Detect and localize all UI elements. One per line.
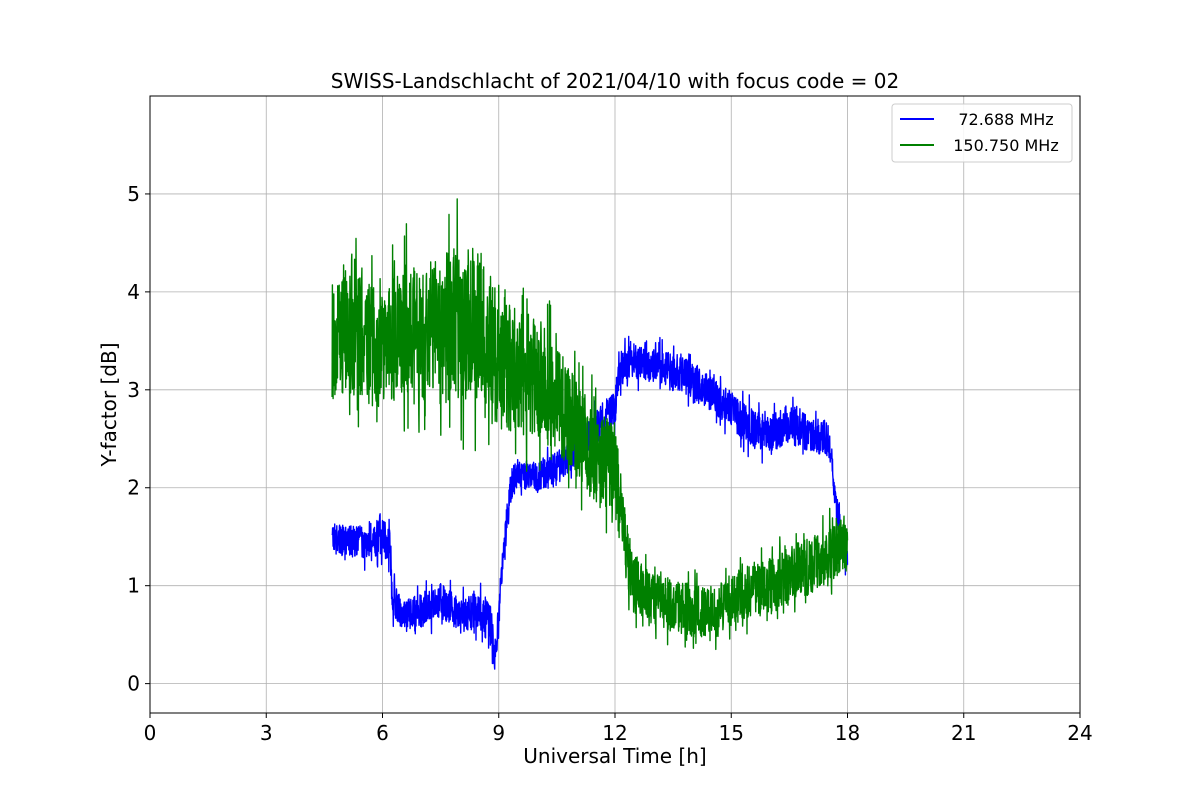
series-line-1 bbox=[331, 198, 849, 651]
y-tick-label: 2 bbox=[127, 476, 140, 500]
y-axis-label: Y-factor [dB] bbox=[97, 342, 121, 467]
x-tick-label: 18 bbox=[835, 721, 860, 745]
x-tick-label: 6 bbox=[376, 721, 389, 745]
x-tick-label: 3 bbox=[260, 721, 273, 745]
x-tick-label: 9 bbox=[492, 721, 505, 745]
x-tick-label: 0 bbox=[144, 721, 157, 745]
legend-label-150mhz: 150.750 MHz bbox=[953, 136, 1058, 155]
x-tick-label: 21 bbox=[951, 721, 976, 745]
chart-title: SWISS-Landschlacht of 2021/04/10 with fo… bbox=[331, 69, 899, 93]
y-tick-label: 0 bbox=[127, 672, 140, 696]
x-tick-label: 15 bbox=[719, 721, 744, 745]
x-tick-label: 24 bbox=[1067, 721, 1092, 745]
legend: 72.688 MHz 150.750 MHz bbox=[891, 103, 1073, 163]
series-layer bbox=[331, 198, 849, 670]
legend-box bbox=[891, 103, 1073, 163]
x-axis-label: Universal Time [h] bbox=[523, 744, 706, 768]
x-tick-label: 12 bbox=[602, 721, 627, 745]
y-tick-label: 5 bbox=[127, 182, 140, 206]
legend-label-72mhz: 72.688 MHz bbox=[958, 110, 1053, 129]
y-tick-label: 3 bbox=[127, 378, 140, 402]
y-tick-label: 1 bbox=[127, 574, 140, 598]
y-tick-label: 4 bbox=[127, 280, 140, 304]
